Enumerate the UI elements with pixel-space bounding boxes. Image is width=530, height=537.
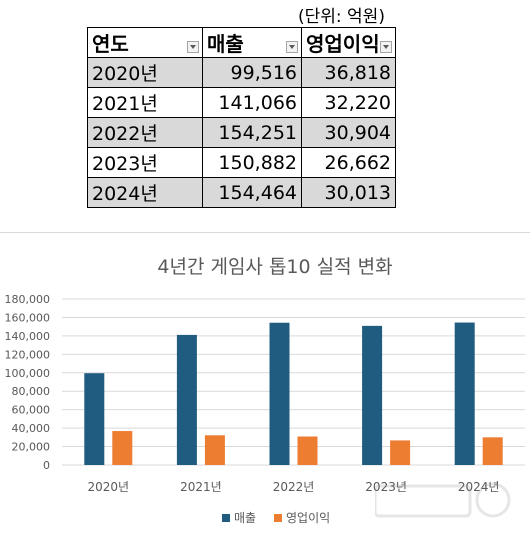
cell-sales[interactable]: 150,882 bbox=[202, 147, 302, 178]
x-tick-label: 2023년 bbox=[365, 480, 407, 494]
y-axis-labels: 0 20,000 40,000 60,000 80,000 100,000 120,000 1… bbox=[5, 293, 51, 472]
x-tick-label: 2022년 bbox=[273, 480, 315, 494]
cell-year[interactable]: 2020년 bbox=[87, 57, 203, 88]
header-sales-label: 매출 bbox=[207, 32, 244, 56]
cell-sales[interactable]: 99,516 bbox=[202, 57, 302, 88]
cell-profit[interactable]: 36,818 bbox=[301, 57, 396, 88]
cell-year[interactable]: 2024년 bbox=[87, 177, 203, 208]
y-tick-label: 160,000 bbox=[5, 311, 51, 324]
header-profit: 영업이익 bbox=[301, 27, 396, 58]
table-row: 2024년 154,464 30,013 bbox=[87, 177, 396, 208]
bars bbox=[84, 322, 503, 465]
bar-sales[interactable] bbox=[84, 373, 105, 465]
bar-profit[interactable] bbox=[482, 437, 503, 465]
bar-profit[interactable] bbox=[112, 431, 133, 465]
cell-sales[interactable]: 154,251 bbox=[202, 117, 302, 148]
cell-profit[interactable]: 30,013 bbox=[301, 177, 396, 208]
table-row: 2022년 154,251 30,904 bbox=[87, 117, 396, 148]
table-row: 2020년 99,516 36,818 bbox=[87, 57, 396, 88]
y-tick-label: 40,000 bbox=[12, 422, 51, 435]
filter-dropdown-icon[interactable] bbox=[380, 41, 392, 53]
header-year: 연도 bbox=[87, 27, 203, 58]
y-tick-label: 140,000 bbox=[5, 330, 51, 343]
x-tick-label: 2020년 bbox=[88, 480, 130, 494]
section-divider bbox=[0, 232, 530, 233]
y-tick-label: 100,000 bbox=[5, 367, 51, 380]
cell-sales[interactable]: 154,464 bbox=[202, 177, 302, 208]
y-tick-label: 0 bbox=[43, 459, 50, 472]
bar-profit[interactable] bbox=[204, 435, 225, 465]
data-table: 연도 매출 영업이익 2020년 99,516 36,818 2021년 141… bbox=[87, 27, 396, 208]
legend: 매출 영업이익 bbox=[222, 511, 330, 525]
x-tick-label: 2024년 bbox=[458, 480, 500, 494]
bar-sales[interactable] bbox=[454, 322, 475, 465]
bar-sales[interactable] bbox=[362, 325, 383, 465]
filter-dropdown-icon[interactable] bbox=[286, 41, 298, 53]
header-profit-label: 영업이익 bbox=[306, 32, 380, 56]
unit-note: (단위: 억원) bbox=[298, 7, 385, 27]
cell-year[interactable]: 2021년 bbox=[87, 87, 203, 118]
y-tick-label: 20,000 bbox=[12, 441, 51, 454]
legend-label: 매출 bbox=[234, 511, 256, 525]
table-row: 2023년 150,882 26,662 bbox=[87, 147, 396, 178]
header-sales: 매출 bbox=[202, 27, 302, 58]
x-axis-labels: 2020년 2021년 2022년 2023년 2024년 bbox=[88, 480, 500, 494]
header-year-label: 연도 bbox=[92, 32, 129, 56]
chart-title: 4년간 게임사 톱10 실적 변화 bbox=[157, 256, 392, 278]
y-tick-label: 60,000 bbox=[12, 404, 51, 417]
x-tick-label: 2021년 bbox=[180, 480, 222, 494]
bar-chart: 4년간 게임사 톱10 실적 변화 0 20,000 40,000 60,000 80,… bbox=[5, 256, 525, 525]
cell-sales[interactable]: 141,066 bbox=[202, 87, 302, 118]
cell-profit[interactable]: 30,904 bbox=[301, 117, 396, 148]
cell-profit[interactable]: 26,662 bbox=[301, 147, 396, 178]
bar-sales[interactable] bbox=[176, 334, 197, 465]
bar-profit[interactable] bbox=[390, 440, 411, 465]
bar-profit[interactable] bbox=[297, 436, 318, 465]
legend-label: 영업이익 bbox=[286, 511, 330, 525]
bar-sales[interactable] bbox=[269, 322, 290, 465]
cell-year[interactable]: 2022년 bbox=[87, 117, 203, 148]
cell-profit[interactable]: 32,220 bbox=[301, 87, 396, 118]
legend-swatch bbox=[274, 514, 282, 522]
gridlines bbox=[62, 298, 525, 466]
y-tick-label: 80,000 bbox=[12, 385, 51, 398]
table-row: 2021년 141,066 32,220 bbox=[87, 87, 396, 118]
cell-year[interactable]: 2023년 bbox=[87, 147, 203, 178]
y-tick-label: 180,000 bbox=[5, 293, 51, 306]
y-tick-label: 120,000 bbox=[5, 348, 51, 361]
watermark-logo bbox=[375, 482, 511, 518]
filter-dropdown-icon[interactable] bbox=[187, 41, 199, 53]
legend-swatch bbox=[222, 514, 230, 522]
